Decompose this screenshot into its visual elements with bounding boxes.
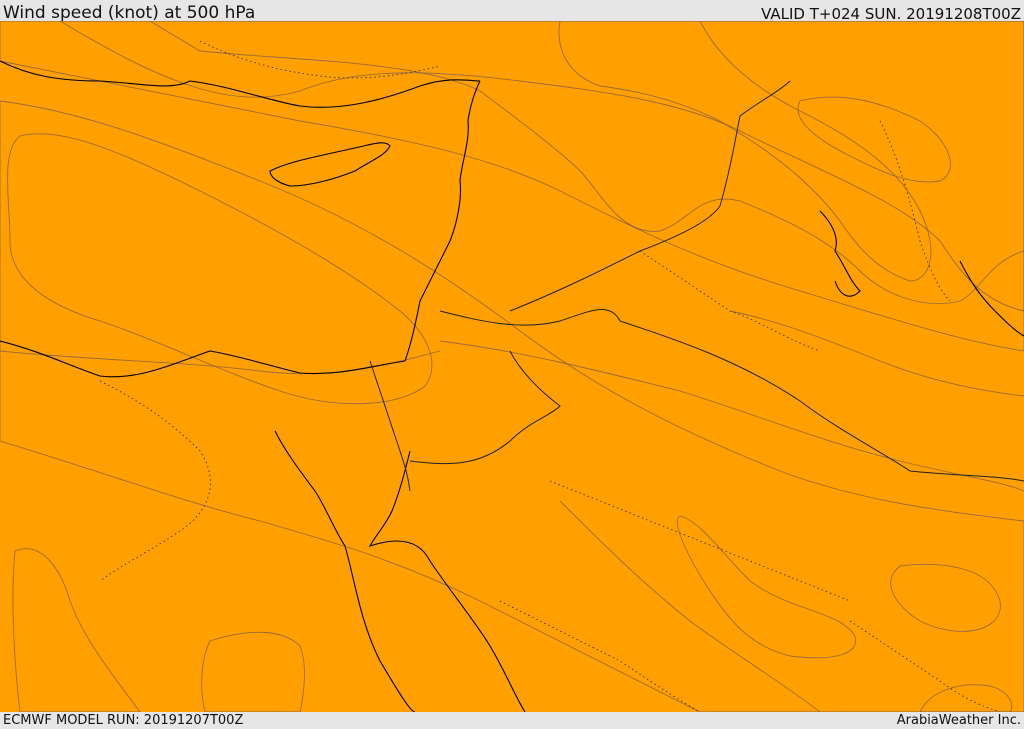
wind-band-north-yellow-orange [59, 21, 1024, 312]
province-egypt [99, 380, 211, 582]
footer-bar: ECMWF MODEL RUN: 20191207T00Z ArabiaWeat… [0, 712, 1024, 729]
coastline-levant [404, 80, 481, 362]
border-saudi-red-sea [409, 350, 561, 465]
province-iraq [639, 250, 821, 352]
border-iraq-syria [509, 205, 721, 312]
wind-band-southeast-core [676, 515, 856, 659]
header-bar: Wind speed (knot) at 500 hPa VALID T+024… [0, 0, 1024, 23]
wind-band-east-gold [890, 563, 1001, 632]
contour-line-3 [729, 310, 1024, 397]
coastline-anatolia [0, 60, 481, 108]
coastline-caspian [819, 210, 861, 297]
wind-speed-map [0, 21, 1024, 712]
map-background [0, 21, 1024, 712]
wind-band-north-pale [558, 21, 932, 282]
province-saudi-1 [549, 480, 851, 602]
wind-band-north-yellow [149, 21, 1024, 305]
map-title: Wind speed (knot) at 500 hPa [3, 3, 256, 23]
wind-band-southwest-gold [12, 548, 141, 712]
wind-band-jet-outer [0, 100, 1024, 712]
wind-band-jet-core [7, 133, 433, 405]
border-iraq-saudi [619, 320, 1024, 482]
province-iran [879, 120, 951, 302]
coastline-mediterranean-south [0, 340, 406, 378]
credit-label: ArabiaWeather Inc. [896, 713, 1021, 728]
coastline-red-sea-east [368, 450, 526, 712]
valid-time: VALID T+024 SUN. 20191208T00Z [761, 5, 1021, 23]
coastline-persian-gulf [959, 260, 1024, 337]
province-yemen [849, 620, 1001, 712]
wind-band-pale-blob [797, 96, 951, 183]
border-saudi-jordan [439, 308, 621, 326]
contour-line-4 [559, 500, 821, 712]
border-egypt-sinai [369, 360, 411, 492]
province-saudi-2 [499, 600, 701, 712]
wind-band-south-gold [201, 631, 305, 712]
coastline-cyprus [269, 142, 391, 187]
model-run-label: ECMWF MODEL RUN: 20191207T00Z [3, 713, 244, 728]
wind-band-north-gold [0, 21, 1024, 352]
coastline-red-sea-west [274, 430, 416, 712]
wind-band-far-south-core [919, 684, 1013, 712]
border-iran-iraq [719, 80, 791, 207]
